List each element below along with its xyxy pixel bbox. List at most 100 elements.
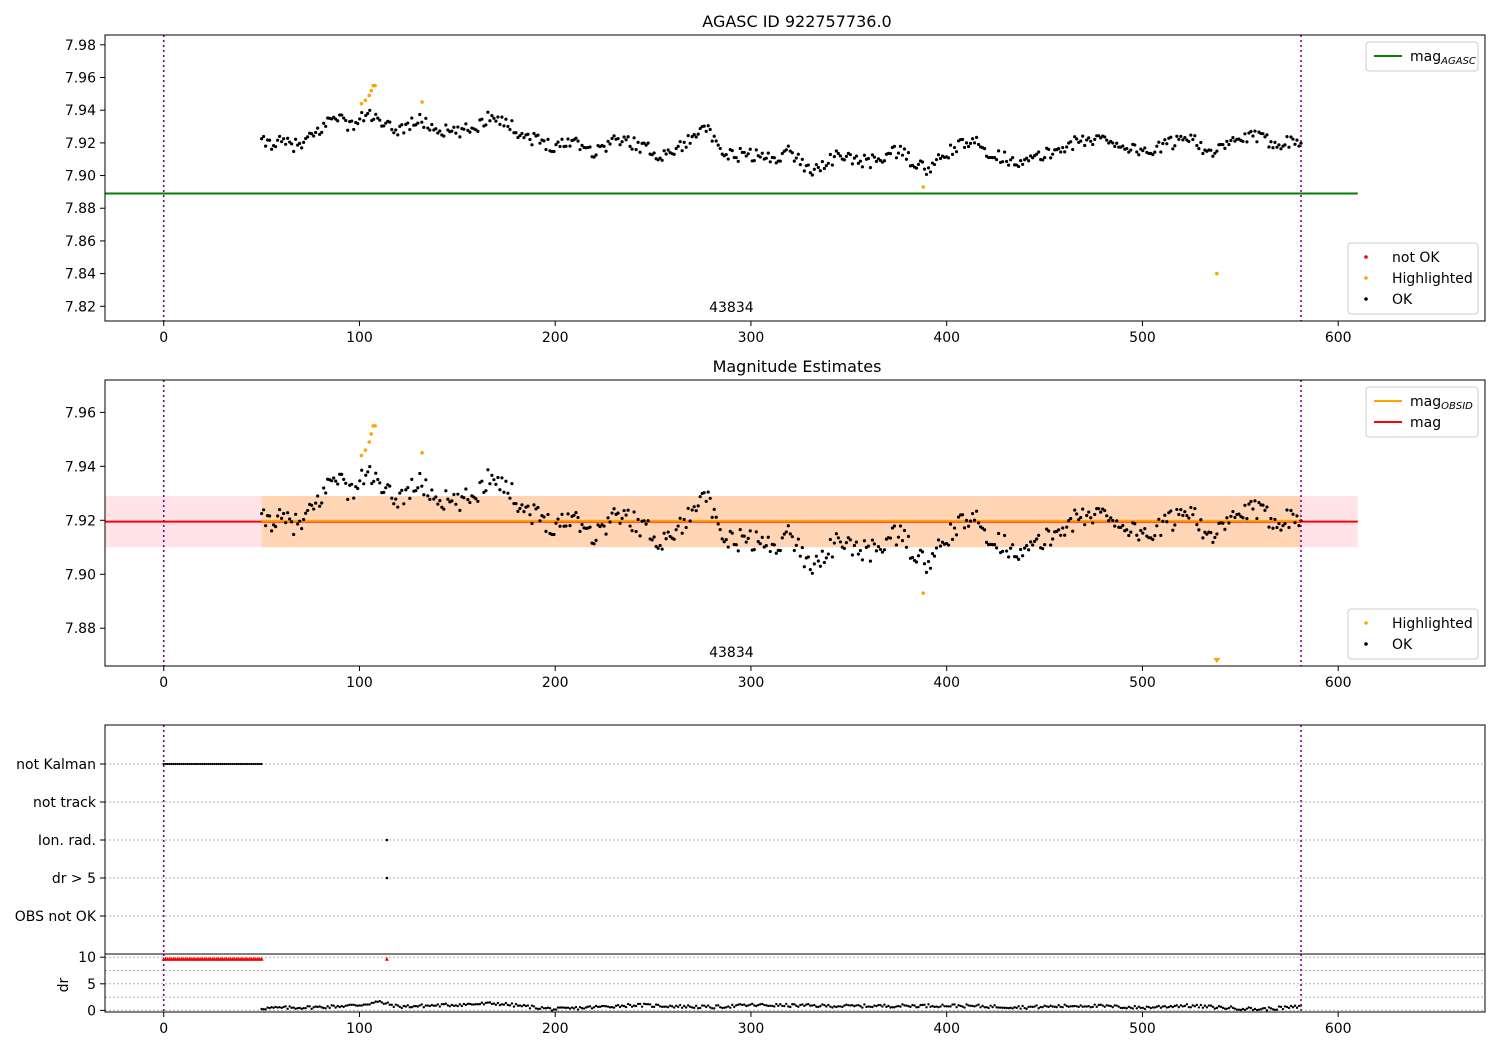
dr-point (899, 1005, 902, 1008)
data-point-ok (806, 555, 810, 559)
data-point-ok (306, 508, 310, 513)
data-point-ok (1023, 546, 1027, 550)
data-point-ok (792, 159, 796, 163)
dr-point (458, 1003, 462, 1006)
flag-point (254, 762, 257, 766)
dr-point (745, 1004, 748, 1008)
data-point-highlighted (369, 432, 374, 436)
dr-point (1113, 1004, 1116, 1007)
data-point-ok (420, 120, 424, 124)
data-point-ok (1085, 138, 1089, 142)
data-point-ok (1135, 150, 1139, 154)
data-point-ok (678, 516, 682, 520)
data-point-ok (806, 163, 810, 167)
data-point-ok (262, 134, 266, 139)
data-point-ok (382, 124, 386, 128)
dr-point (797, 1005, 800, 1009)
data-point-ok (724, 152, 728, 157)
data-point-ok (712, 134, 716, 138)
data-point-ok (1225, 516, 1229, 520)
data-point-ok (1133, 143, 1137, 147)
data-point-ok (444, 123, 448, 127)
dr-point (1215, 1006, 1219, 1010)
data-point-ok (292, 532, 296, 537)
data-point-ok (300, 527, 304, 531)
dr-point (444, 1002, 448, 1005)
dr-point (332, 1004, 335, 1007)
data-point-ok (784, 530, 788, 534)
data-point-ok (552, 532, 556, 537)
dr-point (1213, 1007, 1217, 1010)
dr-point (1149, 1006, 1153, 1010)
data-point-ok (780, 536, 784, 540)
dr-point (286, 1007, 289, 1010)
dr-point (654, 1003, 658, 1006)
data-point-ok (1007, 163, 1011, 167)
data-point-ok (1201, 151, 1205, 156)
data-point-ok (1011, 156, 1015, 160)
data-point-ok (568, 144, 572, 148)
data-point-ok (1081, 134, 1085, 138)
data-point-ok (566, 512, 570, 516)
dr-point (713, 1007, 716, 1010)
x-tick-label: 600 (1325, 330, 1352, 346)
data-point-highlighted (420, 451, 424, 455)
data-point-ok (778, 548, 782, 553)
data-point-ok (726, 157, 730, 161)
data-point-ok (362, 482, 366, 486)
dr-point (368, 1003, 371, 1006)
data-point-ok (842, 546, 846, 551)
dr-point (1179, 1004, 1183, 1007)
data-point-ok (1209, 530, 1213, 535)
data-point-ok (960, 513, 965, 517)
data-point-ok (560, 512, 564, 516)
data-point-ok (356, 122, 360, 126)
data-point-ok (802, 565, 806, 569)
data-point-ok (1009, 158, 1013, 162)
dr-point (1241, 1007, 1245, 1011)
data-point-ok (388, 484, 392, 488)
dr-point (336, 1004, 339, 1008)
x-tick-label: 300 (738, 1021, 765, 1037)
data-point-ok (1237, 512, 1241, 516)
data-point-ok (408, 127, 412, 132)
data-point-ok (856, 161, 861, 165)
dr-point (1189, 1006, 1193, 1009)
dr-point (1007, 1007, 1010, 1010)
data-point-ok (592, 155, 596, 159)
legend-box (1365, 386, 1479, 438)
dr-point (658, 1005, 662, 1008)
data-point-ok (290, 520, 294, 524)
dr-point (999, 1006, 1002, 1009)
data-point-ok (1227, 142, 1231, 147)
data-point-ok (676, 524, 680, 528)
dr-point (572, 1007, 576, 1010)
data-point-ok (372, 479, 376, 483)
dr-point (630, 1005, 634, 1008)
data-point-ok (324, 124, 328, 128)
legend-label: OK (1392, 292, 1413, 308)
dr-point (528, 1007, 532, 1010)
dr-point (700, 1004, 704, 1007)
data-point-ok (1183, 510, 1187, 514)
x-tick-label: 500 (1129, 1021, 1156, 1037)
dr-point (574, 1005, 578, 1009)
data-point-ok (926, 559, 931, 564)
data-point-ok (1031, 156, 1035, 160)
data-point-ok (476, 129, 480, 133)
data-point-ok (282, 137, 286, 141)
data-point-ok (574, 136, 578, 140)
data-point-ok (376, 116, 380, 120)
data-point-ok (390, 496, 394, 500)
data-point-ok (1281, 524, 1285, 528)
data-point-ok (342, 116, 346, 120)
data-point-ok (1087, 510, 1091, 514)
agasc-magnitude-panel: 0 100 200 300 400 500 600 7.82 7.84 7.86 7.88 7.90 7… (65, 12, 1486, 346)
data-point-ok (646, 141, 650, 145)
data-point-ok (964, 518, 969, 522)
data-point-highlighted (420, 100, 424, 104)
data-point-ok (768, 160, 772, 164)
data-point-ok (468, 130, 472, 134)
dr-point (500, 1003, 504, 1006)
data-point-ok (1047, 529, 1051, 533)
